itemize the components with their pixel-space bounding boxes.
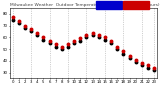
Text: Milwaukee Weather  Outdoor Temperature vs Heat Index  (24 Hours): Milwaukee Weather Outdoor Temperature vs… [10,3,159,7]
